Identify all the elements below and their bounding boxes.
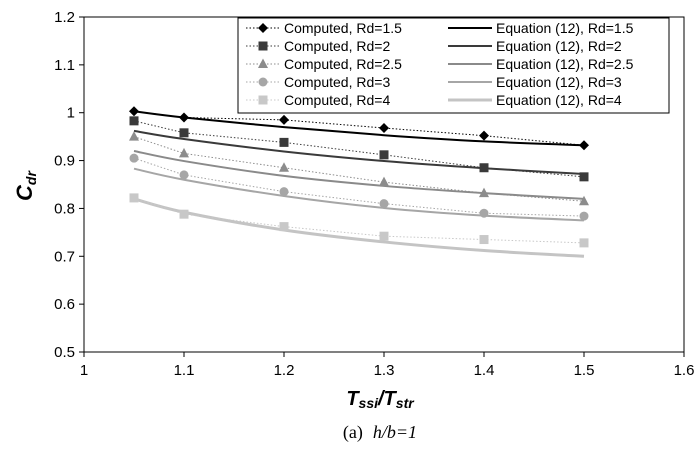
y-tick-label: 0.9 <box>54 153 75 170</box>
computed-point <box>379 176 389 187</box>
legend-label: Equation (12), Rd=2 <box>496 38 622 54</box>
x-tick-label: 1.4 <box>474 362 495 379</box>
legend-label: Computed, Rd=1.5 <box>284 20 402 36</box>
computed-point <box>279 187 289 197</box>
equation-line-1 <box>133 129 585 175</box>
computed-point <box>379 199 389 209</box>
legend-marker <box>258 58 268 68</box>
computed-point <box>479 187 489 198</box>
computed-point <box>379 123 389 134</box>
equation-line-3 <box>133 167 585 222</box>
computed-point <box>129 131 139 141</box>
x-axis-title: Tssi/Tstr <box>346 388 415 411</box>
computed-point <box>379 231 389 241</box>
x-tick-label: 1.5 <box>574 362 595 379</box>
x-tick-label: 1.2 <box>274 362 295 379</box>
y-axis: 0.5 0.6 0.7 0.8 0.9 1 1.1 1.2 <box>54 9 84 361</box>
x-axis: 1 1.1 1.2 1.3 1.4 1.5 1.6 <box>80 352 694 379</box>
computed-point <box>479 208 489 218</box>
legend-marker <box>258 95 268 105</box>
computed-line-3 <box>133 157 585 217</box>
legend-label: Equation (12), Rd=2.5 <box>496 56 634 72</box>
computed-point <box>379 150 389 160</box>
legend-label: Equation (12), Rd=4 <box>496 92 622 108</box>
computed-line-4 <box>133 197 585 244</box>
y-tick-label: 0.6 <box>54 296 75 313</box>
computed-point <box>279 137 289 147</box>
legend: Computed, Rd=1.5 Computed, Rd=2 Computed, … <box>237 17 670 114</box>
computed-line-2 <box>133 136 585 202</box>
computed-point <box>579 172 589 182</box>
computed-point <box>129 153 139 163</box>
x-axis-title-main: T <box>346 388 360 410</box>
computed-point <box>579 195 589 206</box>
legend-marker <box>258 23 268 33</box>
x-axis-title-sub2: str <box>396 395 415 411</box>
y-tick-label: 1.1 <box>54 57 75 74</box>
computed-point <box>129 106 139 117</box>
y-tick-label: 0.7 <box>54 248 75 265</box>
computed-point <box>579 140 589 151</box>
computed-point <box>479 130 489 141</box>
x-axis-title-slash: /T <box>377 388 398 410</box>
computed-series <box>129 106 589 248</box>
computed-point <box>579 211 589 221</box>
computed-point <box>279 222 289 232</box>
computed-point <box>129 116 139 126</box>
computed-point <box>179 128 189 138</box>
x-tick-label: 1.1 <box>174 362 195 379</box>
legend-box <box>237 17 670 114</box>
legend-label: Equation (12), Rd=3 <box>496 74 622 90</box>
y-axis-title-main: C <box>12 184 37 201</box>
y-tick-label: 0.5 <box>54 344 75 361</box>
y-tick-label: 1.2 <box>54 9 75 26</box>
x-tick-label: 1.6 <box>674 362 694 379</box>
computed-point <box>179 147 189 158</box>
legend-label: Computed, Rd=4 <box>284 92 390 108</box>
computed-point <box>179 170 189 180</box>
y-tick-label: 1 <box>67 105 75 122</box>
y-axis-title-sub: dr <box>23 170 39 186</box>
legend-marker <box>258 41 268 51</box>
x-tick-label: 1.3 <box>374 362 395 379</box>
legend-label: Computed, Rd=3 <box>284 74 390 90</box>
x-tick-label: 1 <box>80 362 88 379</box>
caption-text: h/b=1 <box>373 422 417 442</box>
figure-caption: (a) h/b=1 <box>343 422 417 443</box>
legend-label: Computed, Rd=2 <box>284 38 390 54</box>
y-tick-label: 0.8 <box>54 200 75 217</box>
computed-point <box>129 193 139 203</box>
computed-line-0 <box>133 110 585 146</box>
x-axis-title-sub1: ssi <box>359 395 380 411</box>
computed-point <box>479 235 489 245</box>
computed-line-1 <box>133 120 585 178</box>
computed-point <box>279 114 289 125</box>
legend-label: Computed, Rd=2.5 <box>284 56 402 72</box>
computed-point <box>479 163 489 173</box>
computed-point <box>579 238 589 248</box>
computed-point <box>179 209 189 219</box>
legend-label: Equation (12), Rd=1.5 <box>496 20 634 36</box>
computed-point <box>279 162 289 172</box>
y-axis-title: Cdr <box>12 170 39 201</box>
legend-marker <box>258 77 268 87</box>
computed-point <box>179 112 189 123</box>
caption-prefix: (a) <box>343 422 363 443</box>
